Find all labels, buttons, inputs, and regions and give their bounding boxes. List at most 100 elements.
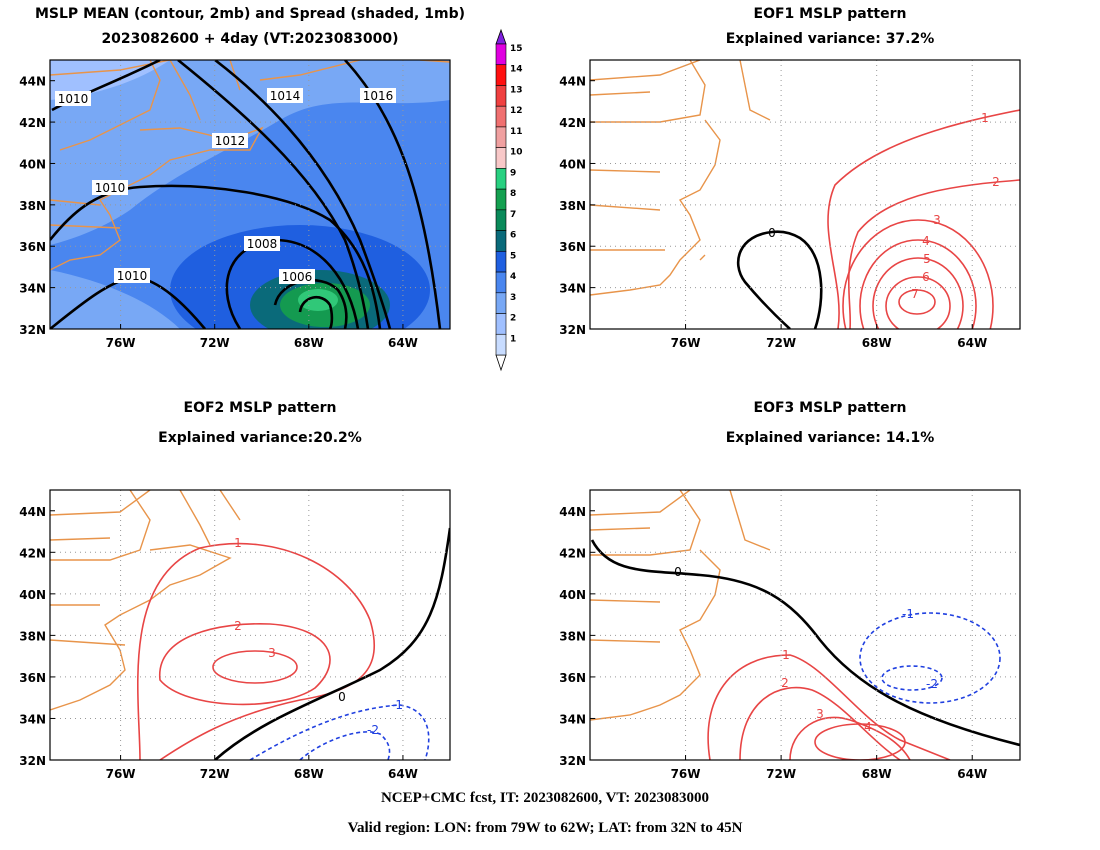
y-tick-label: 40N: [559, 588, 586, 602]
x-tick-label: 68W: [862, 336, 892, 350]
contour-label-bg: [114, 268, 150, 283]
x-tick-label: 72W: [200, 336, 230, 350]
contour-label: 2: [992, 175, 1000, 189]
colorbar-label: 3: [510, 293, 516, 303]
contour-label: 4: [922, 234, 930, 248]
footer-line: Valid region: LON: from 79W to 62W; LAT:…: [348, 820, 743, 836]
y-tick-label: 42N: [19, 116, 46, 130]
colorbar-label: 13: [510, 85, 523, 95]
colorbar-label: 2: [510, 314, 516, 324]
colorbar-box: [495, 147, 507, 169]
colorbar-box: [495, 251, 507, 273]
y-tick-label: 42N: [559, 116, 586, 130]
x-tick-label: 76W: [106, 336, 136, 350]
x-tick-label: 72W: [766, 336, 796, 350]
y-tick-label: 42N: [19, 546, 46, 560]
contour-label-bg: [267, 88, 303, 103]
contour-label: 2: [781, 676, 789, 690]
map-frame: [49, 59, 451, 330]
panel-title: EOF3 MSLP pattern: [754, 400, 907, 416]
contour-label: 1008: [247, 237, 278, 251]
y-tick-label: 40N: [19, 588, 46, 602]
x-tick-label: 72W: [766, 767, 796, 781]
contour-label: -1: [902, 607, 914, 621]
colorbar-label: 14: [510, 65, 523, 75]
colorbar-box: [495, 85, 507, 107]
x-tick-label: 64W: [388, 336, 418, 350]
spread-shading: [50, 60, 450, 329]
contour-label-bg: [55, 91, 91, 106]
contour-label: 0: [338, 690, 346, 704]
y-tick-label: 34N: [19, 712, 46, 726]
colorbar-label: 1: [510, 334, 516, 344]
footer-line: NCEP+CMC fcst, IT: 2023082600, VT: 20230…: [381, 790, 709, 806]
map-frame: [589, 59, 1021, 330]
contour-label: 1: [981, 111, 989, 125]
contour-label: 1: [234, 536, 242, 550]
contour-label: 2: [234, 619, 242, 633]
contour-label: -1: [391, 698, 403, 712]
x-tick-label: 64W: [388, 767, 418, 781]
contour-label: 3: [933, 213, 941, 227]
x-tick-label: 68W: [294, 336, 324, 350]
colorbar-label: 9: [510, 168, 516, 178]
panel-title: 2023082600 + 4day (VT:2023083000): [101, 31, 398, 47]
y-tick-label: 44N: [19, 75, 46, 89]
panel-title: Explained variance: 14.1%: [726, 430, 935, 446]
colorbar-box: [495, 333, 507, 356]
x-tick-label: 72W: [200, 767, 230, 781]
y-tick-label: 32N: [559, 323, 586, 337]
colorbar-label: 10: [510, 148, 523, 158]
y-tick-label: 34N: [559, 282, 586, 296]
colorbar-box: [495, 271, 507, 294]
colorbar-label: 12: [510, 106, 523, 116]
contour-label-bg: [244, 236, 280, 251]
contour-label: 1016: [363, 89, 394, 103]
colorbar-label: 5: [510, 251, 516, 261]
contour-label: 1010: [95, 181, 126, 195]
colorbar-label: 4: [510, 272, 516, 282]
y-tick-label: 32N: [19, 754, 46, 768]
panel-title: Explained variance:20.2%: [158, 430, 362, 446]
colorbar-label: 6: [510, 231, 516, 241]
map-frame: [49, 489, 451, 761]
contour-label: 7: [911, 287, 919, 301]
panel-title: EOF2 MSLP pattern: [184, 400, 337, 416]
y-tick-label: 40N: [19, 157, 46, 171]
contour-label: 1012: [215, 134, 246, 148]
y-tick-label: 36N: [559, 671, 586, 685]
y-tick-label: 44N: [19, 505, 46, 519]
y-tick-label: 42N: [559, 546, 586, 560]
colorbar-box: [495, 105, 507, 128]
contour-label: 0: [674, 565, 682, 579]
coastlines: [50, 60, 771, 721]
colorbar-box: [495, 313, 507, 335]
colorbar-box: [495, 292, 507, 314]
x-tick-label: 68W: [862, 767, 892, 781]
contour-label: 1014: [270, 89, 301, 103]
y-tick-label: 36N: [559, 240, 586, 254]
y-tick-label: 34N: [559, 712, 586, 726]
colorbar-box: [495, 230, 507, 252]
contour-label: 6: [922, 270, 930, 284]
map-frame: [589, 489, 1021, 761]
contour-label-bg: [279, 269, 315, 284]
colorbar-box: [495, 126, 507, 148]
contour-label: 0: [768, 226, 776, 240]
contour-label: 1010: [58, 92, 89, 106]
y-tick-label: 34N: [19, 282, 46, 296]
colorbar-box: [495, 209, 507, 231]
x-tick-label: 68W: [294, 767, 324, 781]
contour-label: -2: [367, 723, 379, 737]
contour-label: -2: [926, 677, 938, 691]
x-tick-label: 64W: [957, 767, 987, 781]
x-tick-label: 76W: [106, 767, 136, 781]
colorbar-label: 8: [510, 189, 516, 199]
contour-label: 1010: [117, 269, 148, 283]
contour-label: 1: [782, 648, 790, 662]
contour-label: 5: [923, 252, 931, 266]
contour-label-bg: [360, 88, 396, 103]
colorbar-box: [495, 188, 507, 211]
y-tick-label: 44N: [559, 75, 586, 89]
colorbar-label: 15: [510, 44, 523, 54]
